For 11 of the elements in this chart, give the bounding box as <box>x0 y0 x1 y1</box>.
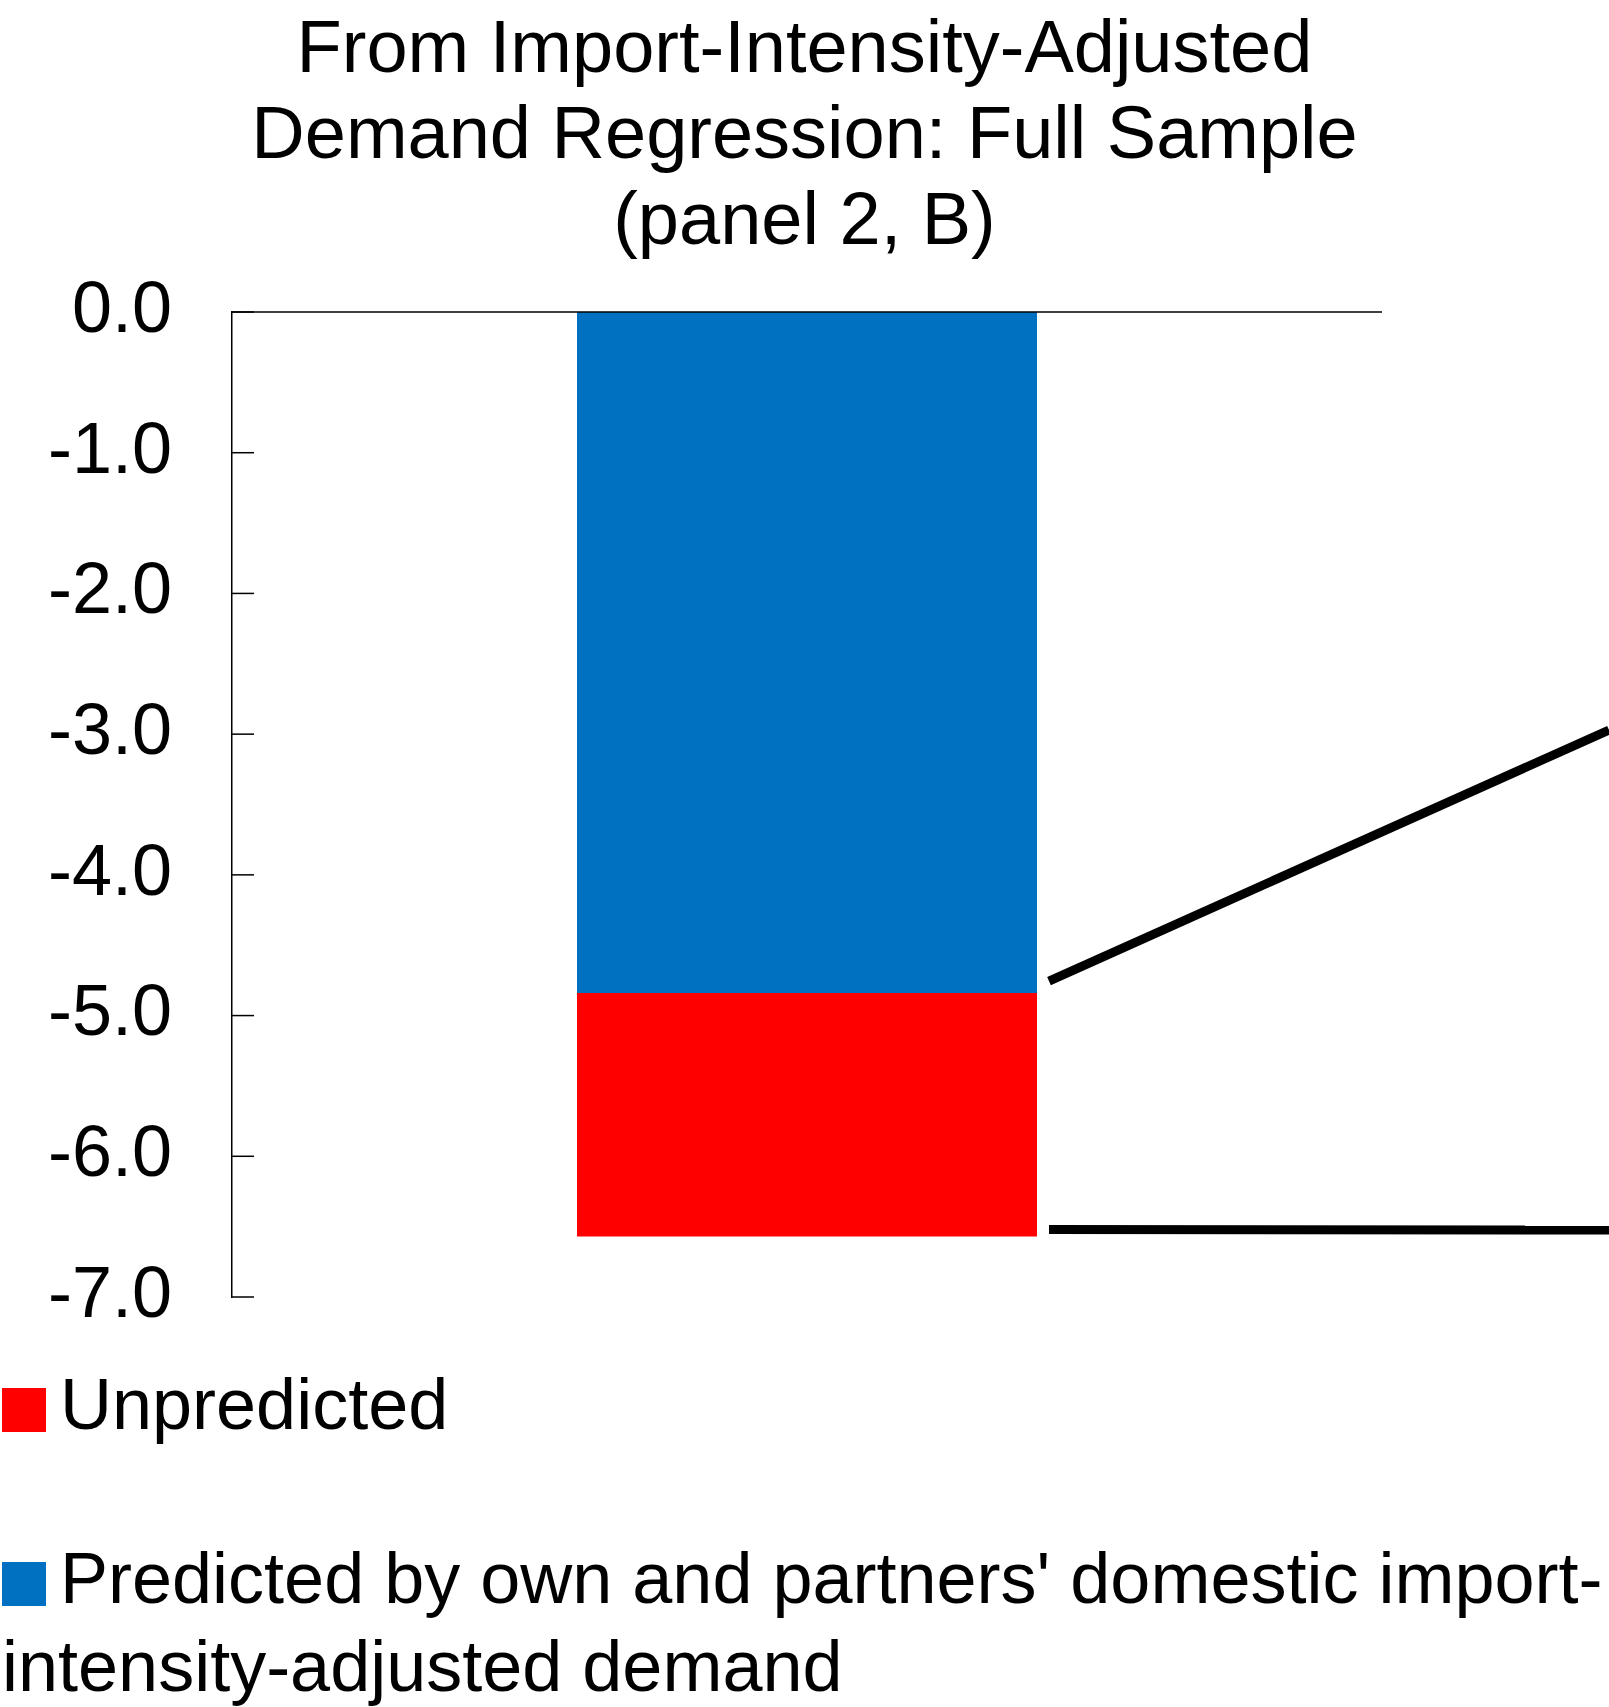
y-tick-label: -2.0 <box>47 548 172 629</box>
y-tick-label: -3.0 <box>47 689 172 769</box>
y-tick-label: -7.0 <box>47 1251 172 1332</box>
legend-label: Predicted by own and partners' domestic import-intensity-adjusted demand <box>2 1537 1604 1707</box>
y-tick-label: -5.0 <box>47 970 172 1051</box>
y-tick-label: -6.0 <box>47 1111 172 1192</box>
chart-title: From Import-Intensity-Adjusted Demand Regression: Full Sample (panel 2, B) <box>250 4 1359 262</box>
y-tick-label: 0.0 <box>71 266 172 347</box>
y-tick-label: -1.0 <box>47 407 172 488</box>
y-tick-label: -4.0 <box>47 829 172 910</box>
legend-label: Unpredicted <box>59 1363 450 1446</box>
